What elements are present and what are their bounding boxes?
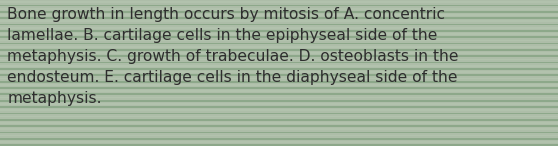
Bar [0, 122, 558, 124]
Bar [0, 46, 558, 48]
Bar [0, 109, 558, 111]
Bar [0, 59, 558, 60]
Bar [0, 33, 558, 35]
Bar [0, 5, 558, 6]
Bar [0, 97, 558, 98]
Bar [0, 128, 558, 130]
Bar [0, 81, 558, 82]
Bar [0, 125, 558, 127]
Bar [0, 14, 558, 16]
Bar [0, 62, 558, 64]
Bar [0, 141, 558, 143]
Bar [0, 1, 558, 3]
Bar [0, 132, 558, 133]
Bar [0, 27, 558, 29]
Bar [0, 135, 558, 137]
Bar [0, 20, 558, 22]
Text: Bone growth in length occurs by mitosis of A. concentric
lamellae. B. cartilage : Bone growth in length occurs by mitosis … [7, 7, 459, 106]
Bar [0, 36, 558, 38]
Bar [0, 65, 558, 67]
Bar [0, 116, 558, 117]
Bar [0, 24, 558, 25]
Bar [0, 8, 558, 9]
Bar [0, 74, 558, 76]
Bar [0, 11, 558, 13]
Bar [0, 84, 558, 86]
Bar [0, 71, 558, 73]
Bar [0, 68, 558, 70]
Bar [0, 113, 558, 114]
Bar [0, 106, 558, 108]
Bar [0, 100, 558, 102]
Bar [0, 119, 558, 121]
Bar [0, 17, 558, 19]
Bar [0, 93, 558, 95]
Bar [0, 103, 558, 105]
Bar [0, 138, 558, 140]
Bar [0, 30, 558, 32]
Bar [0, 55, 558, 57]
Bar [0, 49, 558, 51]
Bar [0, 144, 558, 146]
Bar [0, 87, 558, 89]
Bar [0, 78, 558, 79]
Bar [0, 90, 558, 92]
Bar [0, 40, 558, 41]
Bar [0, 43, 558, 44]
Bar [0, 52, 558, 54]
